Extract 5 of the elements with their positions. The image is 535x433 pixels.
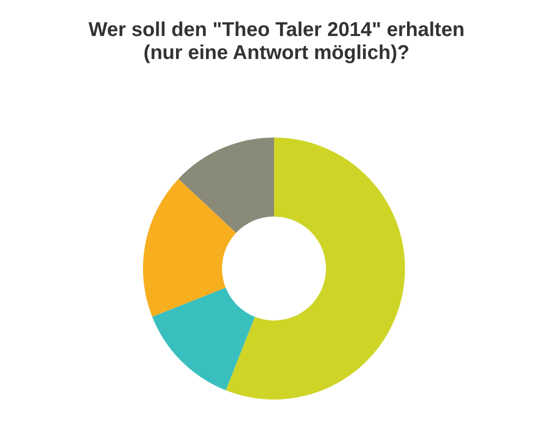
donut-slice [152, 288, 255, 390]
donut-slice [226, 138, 405, 400]
chart-title: Wer soll den "Theo Taler 2014" erhalten (nur eine Antwort möglich)? [88, 19, 465, 64]
donut-slice [143, 178, 236, 317]
donut-slice [178, 138, 274, 233]
